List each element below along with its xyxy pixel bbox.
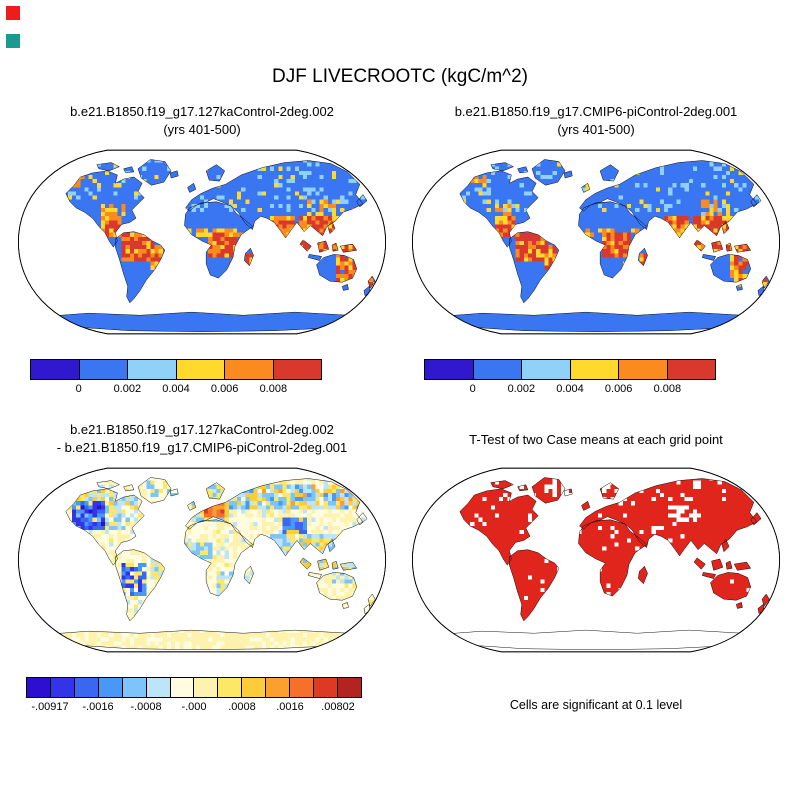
colorbar-tick-label: 0	[469, 383, 476, 395]
colorbar-tick-label: 0	[75, 383, 82, 395]
colorbar-box	[473, 360, 522, 379]
colorbar-tick-label: -.0016	[82, 701, 114, 713]
panel-difference: b.e21.B1850.f19_g17.127kaControl-2deg.00…	[16, 420, 388, 717]
corner-marker-teal	[6, 34, 20, 48]
colorbar-tick-label: -.0008	[130, 701, 162, 713]
colorbar-difference: -.00917 -.0016 -.0008 -.000 .0008 .0016 .00802	[26, 677, 362, 717]
colorbar-boxes	[30, 359, 322, 380]
colorbar-labels: 0 0.002 0.004 0.006 0.008	[30, 380, 322, 396]
panel-title-line1: b.e21.B1850.f19_g17.127kaControl-2deg.00…	[70, 422, 334, 437]
map-ttest	[411, 467, 781, 653]
colorbar-boxes	[424, 359, 716, 380]
map-127ka-control	[17, 149, 387, 335]
colorbar-absolute-right: 0 0.002 0.004 0.006 0.008	[424, 359, 716, 399]
colorbar-box	[337, 678, 361, 697]
colorbar-box	[176, 360, 225, 379]
colorbar-labels: -.00917 -.0016 -.0008 -.000 .0008 .0016 .00802	[26, 698, 362, 714]
colorbar-labels: 0 0.002 0.004 0.006 0.008	[424, 380, 716, 396]
colorbar-tick-label: 0.002	[507, 383, 536, 395]
colorbar-boxes	[26, 677, 362, 698]
colorbar-box	[425, 360, 474, 379]
panel-title-ttest: T-Test of two Case means at each grid po…	[410, 420, 782, 459]
colorbar-box	[522, 360, 571, 379]
colorbar-box	[225, 360, 274, 379]
colorbar-box	[74, 678, 99, 697]
colorbar-box	[98, 678, 123, 697]
colorbar-box	[31, 360, 80, 379]
panel-title-line2: (yrs 401-500)	[163, 121, 241, 137]
colorbar-box	[146, 678, 171, 697]
colorbar-box	[170, 678, 195, 697]
figure-title: DJF LIVECROOTC (kgC/m^2)	[272, 66, 528, 87]
colorbar-tick-label: 0.006	[604, 383, 633, 395]
panel-title-line1: T-Test of two Case means at each grid po…	[469, 432, 723, 448]
panel-ttest: T-Test of two Case means at each grid po…	[410, 420, 782, 712]
panel-title-line1: b.e21.B1850.f19_g17.127kaControl-2deg.00…	[70, 104, 334, 119]
colorbar-box	[273, 360, 321, 379]
colorbar-box	[27, 678, 51, 697]
colorbar-box	[667, 360, 715, 379]
colorbar-box	[242, 678, 267, 697]
colorbar-box	[50, 678, 75, 697]
panel-title-127ka: b.e21.B1850.f19_g17.127kaControl-2deg.00…	[16, 102, 388, 141]
colorbar-tick-label: -.000	[181, 701, 207, 713]
panel-127ka-control: b.e21.B1850.f19_g17.127kaControl-2deg.00…	[16, 102, 388, 399]
map-difference	[17, 467, 387, 653]
colorbar-tick-label: -.00917	[31, 701, 69, 713]
colorbar-absolute-left: 0 0.002 0.004 0.006 0.008	[30, 359, 322, 399]
colorbar-tick-label: 0.008	[259, 383, 288, 395]
panel-title-difference: b.e21.B1850.f19_g17.127kaControl-2deg.00…	[16, 420, 388, 459]
colorbar-tick-label: 0.002	[113, 383, 142, 395]
colorbar-tick-label: 0.004	[162, 383, 190, 395]
colorbar-tick-label: 0.006	[210, 383, 239, 395]
colorbar-box	[314, 678, 338, 697]
colorbar-box	[128, 360, 177, 379]
colorbar-tick-label: .0016	[276, 701, 304, 713]
colorbar-tick-label: 0.004	[556, 383, 584, 395]
colorbar-box	[218, 678, 243, 697]
panel-title-line2: - b.e21.B1850.f19_g17.CMIP6-piControl-2d…	[56, 439, 348, 455]
panel-title-line2: (yrs 401-500)	[557, 121, 635, 137]
colorbar-tick-label: 0.008	[653, 383, 682, 395]
colorbar-box	[266, 678, 291, 697]
corner-marker-red	[6, 6, 20, 20]
colorbar-tick-label: .00802	[321, 701, 355, 713]
colorbar-box	[122, 678, 147, 697]
colorbar-box	[570, 360, 619, 379]
panel-picontrol: b.e21.B1850.f19_g17.CMIP6-piControl-2deg…	[410, 102, 782, 399]
colorbar-box	[194, 678, 219, 697]
panel-title-line1: b.e21.B1850.f19_g17.CMIP6-piControl-2deg…	[454, 104, 738, 119]
map-picontrol	[411, 149, 781, 335]
panel-title-picontrol: b.e21.B1850.f19_g17.CMIP6-piControl-2deg…	[410, 102, 782, 141]
significance-caption: Cells are significant at 0.1 level	[509, 698, 683, 712]
colorbar-box	[290, 678, 315, 697]
colorbar-box	[619, 360, 668, 379]
colorbar-tick-label: .0008	[228, 701, 256, 713]
colorbar-box	[79, 360, 128, 379]
